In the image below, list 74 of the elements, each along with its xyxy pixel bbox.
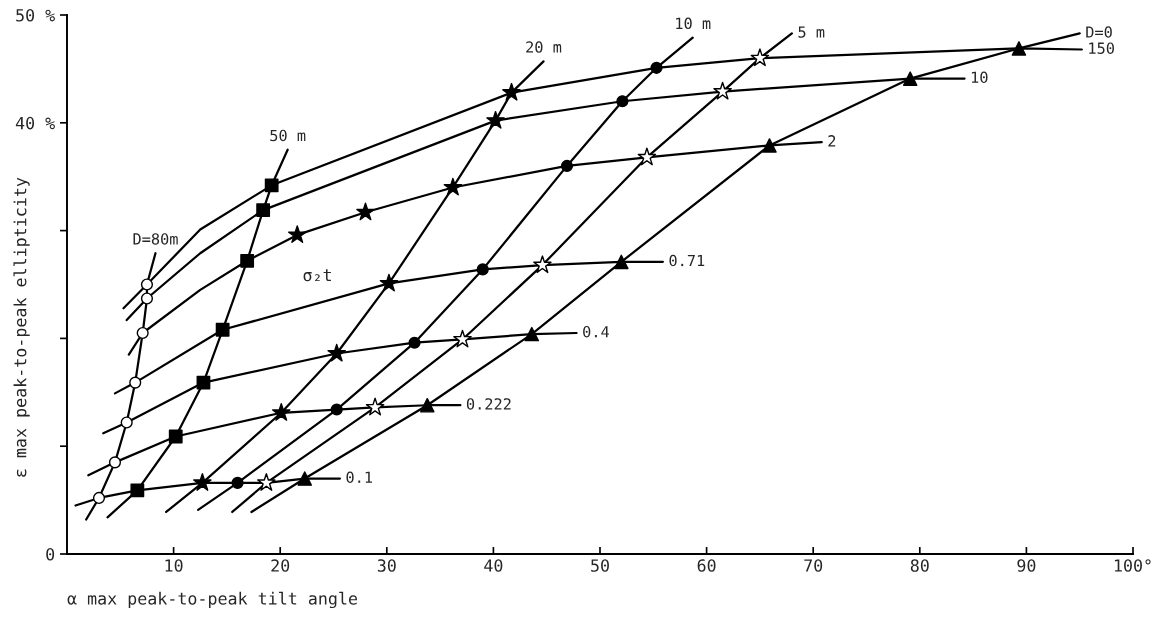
x-tick-label: 50 bbox=[591, 559, 609, 572]
y-tick-label: 40 % bbox=[15, 116, 55, 130]
series-label: 10 bbox=[971, 71, 988, 84]
point bbox=[327, 343, 347, 362]
x-tick-label: 20 bbox=[271, 559, 290, 572]
x-tick-label: 100° bbox=[1114, 559, 1151, 572]
point bbox=[356, 202, 375, 221]
y-tick-label: 0 bbox=[46, 548, 55, 561]
series-label: 0.71 bbox=[669, 254, 705, 267]
y-tick-label: 50 % bbox=[16, 9, 55, 22]
x-tick-label: 70 bbox=[804, 559, 823, 572]
series-label: 5 m bbox=[798, 26, 825, 38]
point bbox=[129, 376, 142, 389]
point bbox=[330, 403, 343, 416]
point bbox=[750, 48, 770, 67]
point bbox=[524, 326, 540, 342]
point bbox=[240, 253, 255, 268]
x-axis-title: α max peak-to-peak tilt angle bbox=[67, 591, 358, 609]
point bbox=[120, 416, 133, 429]
point bbox=[486, 110, 505, 129]
point bbox=[453, 329, 472, 348]
point bbox=[287, 225, 307, 243]
annotation: σ₂t bbox=[303, 269, 331, 282]
point bbox=[762, 138, 777, 153]
point bbox=[193, 473, 212, 491]
point bbox=[257, 473, 276, 491]
point bbox=[264, 178, 279, 193]
point bbox=[408, 336, 421, 349]
x-tick-label: 30 bbox=[377, 559, 396, 572]
point bbox=[502, 82, 521, 101]
point bbox=[379, 273, 399, 292]
point bbox=[637, 147, 657, 166]
series-label: D=80m bbox=[133, 233, 178, 245]
point bbox=[136, 326, 149, 340]
x-tick-label: 80 bbox=[910, 559, 929, 572]
point bbox=[256, 203, 271, 218]
point bbox=[713, 81, 732, 100]
series-label: 20 m bbox=[526, 41, 562, 53]
point bbox=[365, 397, 385, 416]
point bbox=[140, 278, 154, 291]
x-tick-label: 10 bbox=[165, 559, 183, 572]
series-label: 10 m bbox=[676, 17, 711, 30]
point bbox=[196, 375, 211, 390]
series-label: 150 bbox=[1089, 42, 1114, 54]
x-tick-label: 40 bbox=[484, 559, 503, 572]
point bbox=[902, 71, 918, 86]
point bbox=[168, 429, 183, 444]
point bbox=[140, 292, 154, 305]
series-label: 50 m bbox=[270, 129, 306, 142]
point bbox=[616, 95, 629, 108]
series-label: D=0 bbox=[1086, 26, 1112, 38]
series-label: 2 bbox=[828, 135, 836, 147]
point bbox=[560, 159, 574, 172]
point bbox=[614, 254, 629, 270]
point bbox=[92, 491, 106, 505]
line-series bbox=[106, 148, 289, 519]
series-label: 0.4 bbox=[583, 325, 609, 338]
point bbox=[533, 255, 552, 274]
series-label: 0.1 bbox=[346, 471, 373, 484]
point bbox=[271, 403, 291, 421]
point bbox=[443, 177, 463, 196]
point bbox=[231, 476, 244, 489]
x-tick-label: 60 bbox=[697, 559, 716, 572]
point bbox=[108, 456, 122, 469]
point bbox=[130, 483, 145, 498]
point bbox=[1011, 41, 1027, 56]
y-axis-title: ε max peak-to-peak ellipticity bbox=[13, 177, 30, 477]
point bbox=[420, 397, 435, 413]
point bbox=[650, 61, 663, 74]
point bbox=[297, 471, 313, 486]
x-tick-label: 90 bbox=[1017, 559, 1036, 572]
point bbox=[215, 322, 230, 337]
series-label: 0.222 bbox=[466, 398, 511, 410]
point bbox=[476, 263, 489, 276]
